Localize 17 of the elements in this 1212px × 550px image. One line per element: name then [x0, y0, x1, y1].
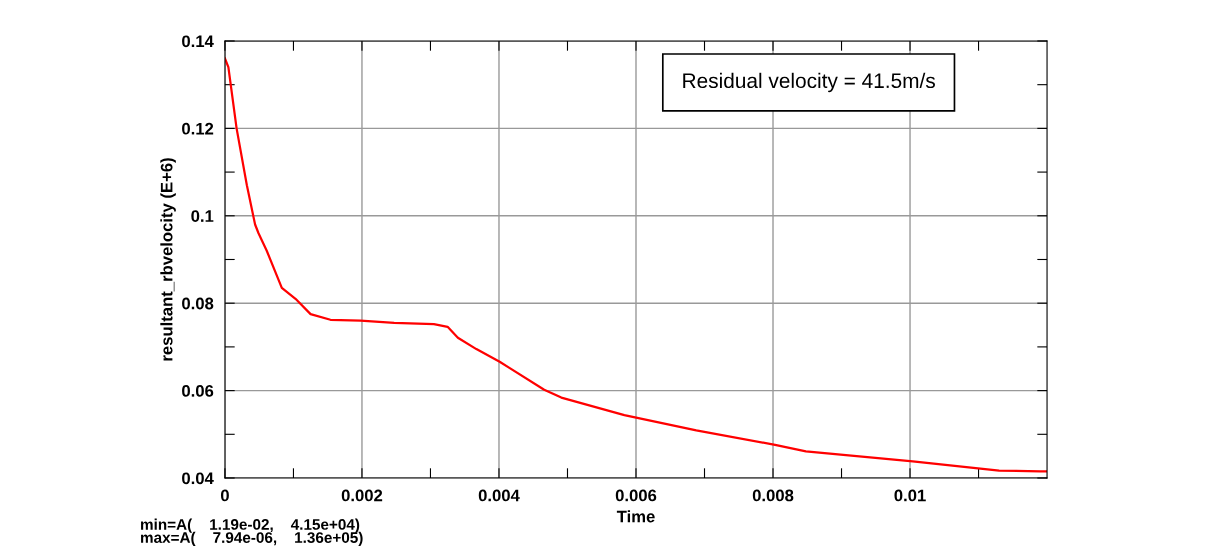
x-tick-label: 0.002 [341, 489, 383, 502]
x-tick-label: 0.006 [615, 489, 657, 502]
y-tick-label: 0.12 [182, 122, 214, 135]
y-tick-label: 0.14 [182, 35, 214, 48]
y-tick-label: 0.1 [191, 210, 214, 222]
annotation: Residual velocity = 41.5m/s [683, 72, 935, 93]
x-tick-label: 0.004 [478, 489, 520, 502]
y-tick-label: 0.06 [182, 385, 214, 397]
x-tick-label: 0 [220, 489, 229, 502]
y-tick-label: 0.08 [182, 297, 214, 310]
x-tick-label: 0.01 [894, 489, 926, 502]
x-tick-label: 0.008 [752, 489, 794, 502]
y-tick-label: 0.04 [182, 472, 214, 485]
line-series [224, 57, 1048, 473]
y-axis-title: resultant_rbvelocity (E+6) [160, 158, 176, 361]
text: min=A( 1.19e-02, 4.15e+04) max=A( 7.94e-06, 1.36e+05) [141, 518, 363, 546]
x-axis-title: Time [616, 510, 655, 523]
